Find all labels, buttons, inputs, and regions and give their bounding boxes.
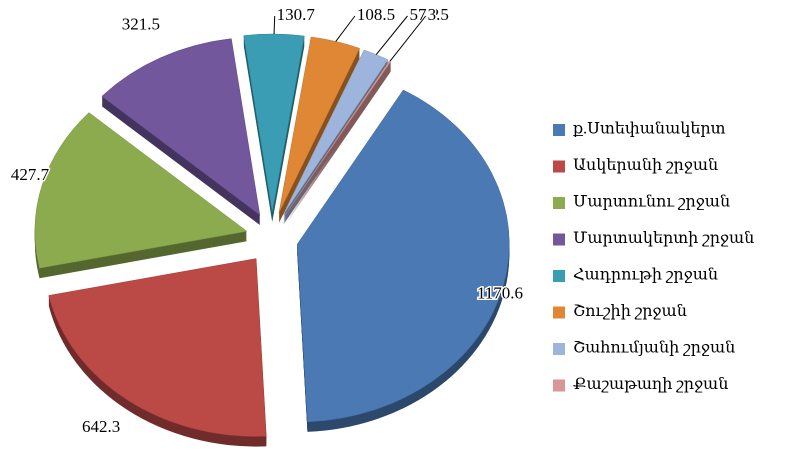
leader-line (375, 15, 408, 55)
slice (34, 112, 248, 269)
legend-swatch (553, 197, 565, 209)
data-label: 57.2 (409, 5, 439, 24)
slice-side (284, 62, 391, 218)
slice (283, 49, 389, 215)
legend-swatch (553, 233, 565, 246)
legend-swatch (553, 379, 565, 392)
slice (101, 38, 261, 216)
slice-side (284, 70, 391, 226)
legend-label: Հադրութի շրջան (573, 267, 718, 284)
legend-swatch (553, 160, 565, 173)
legend-label: Մարտունու շրջան (573, 194, 730, 211)
legend-swatch (553, 306, 565, 319)
legend-swatch (553, 343, 565, 355)
legend-label: Շուշիի շրջան (573, 303, 687, 320)
legend-swatch (553, 124, 565, 136)
data-label: 1170.6 (477, 283, 523, 302)
slice-side (284, 69, 391, 225)
data-label: 3.5 (428, 5, 449, 24)
data-label: 321.5 (122, 15, 160, 34)
leader-line (389, 15, 427, 62)
data-label: 130.7 (277, 5, 316, 24)
data-label: 427.7 (11, 165, 50, 184)
slice-side (284, 64, 391, 220)
slice (243, 33, 305, 213)
legend-label: Ասկերանի շրջան (573, 157, 718, 174)
legend-label: Շահումյանի շրջան (573, 340, 735, 357)
data-label: 642.3 (82, 417, 120, 436)
slice (278, 36, 360, 214)
legend-label: Մարտակերտի շրջան (573, 230, 754, 247)
slice-side (284, 68, 391, 224)
slice-side (284, 63, 391, 219)
legend-swatch (553, 270, 565, 282)
slice-side (284, 66, 391, 222)
legend-label: Քաշաթաղի շրջան (573, 376, 728, 393)
slice-side (284, 65, 391, 221)
slice-side (284, 61, 391, 217)
legend-label: ք.Ստեփանակերտ (573, 121, 726, 138)
leader-line (273, 15, 276, 35)
leader-line (499, 285, 504, 295)
slice-side (284, 67, 391, 223)
slice (48, 258, 267, 437)
leader-line (335, 15, 356, 42)
data-label: 108.5 (357, 5, 395, 24)
